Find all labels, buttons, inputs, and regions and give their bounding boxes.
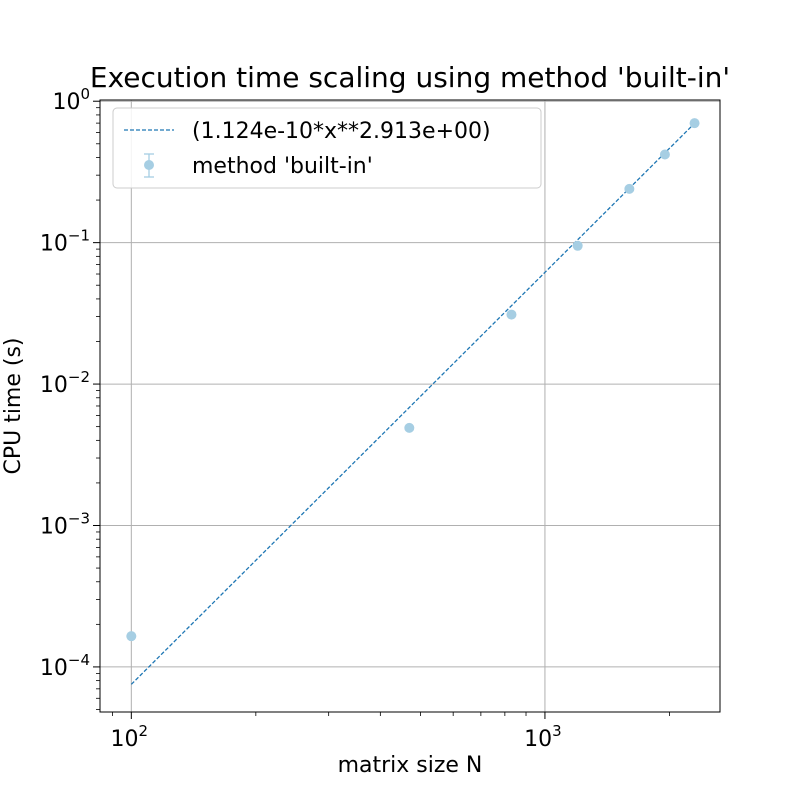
chart-title: Execution time scaling using method 'bui… [90, 61, 730, 94]
y-tick-label: 10−1 [40, 227, 90, 257]
data-point [689, 118, 700, 129]
x-axis-label: matrix size N [338, 753, 483, 778]
legend: (1.124e-10*x**2.913e+00) method 'built-i… [112, 107, 542, 189]
legend-points-label: method 'built-in' [192, 154, 373, 179]
plot-area: 102 103 10−4 10−3 10−2 10−1 100 [40, 85, 721, 752]
y-tick-label: 10−2 [40, 368, 90, 398]
plot-frame [99, 99, 721, 713]
x-tick-label: 102 [111, 722, 149, 752]
x-tick-label: 103 [524, 722, 562, 752]
fit-line [130, 122, 696, 685]
y-tick-label: 10−3 [40, 509, 90, 539]
y-axis-label: CPU time (s) [1, 337, 26, 474]
legend-point-marker [144, 160, 154, 170]
data-point [506, 309, 517, 320]
grid-lines [100, 100, 720, 712]
y-tick-label: 100 [52, 85, 90, 115]
data-point [572, 240, 583, 251]
y-tick-label: 10−4 [40, 651, 90, 681]
data-point [624, 183, 635, 194]
legend-box [112, 107, 542, 189]
axis-ticks: 102 103 10−4 10−3 10−2 10−1 100 [40, 85, 670, 752]
data-point [126, 631, 137, 642]
legend-fit-line-label: (1.124e-10*x**2.913e+00) [192, 119, 491, 144]
data-point [659, 149, 670, 160]
series-layer [126, 118, 700, 685]
data-point [404, 422, 415, 433]
